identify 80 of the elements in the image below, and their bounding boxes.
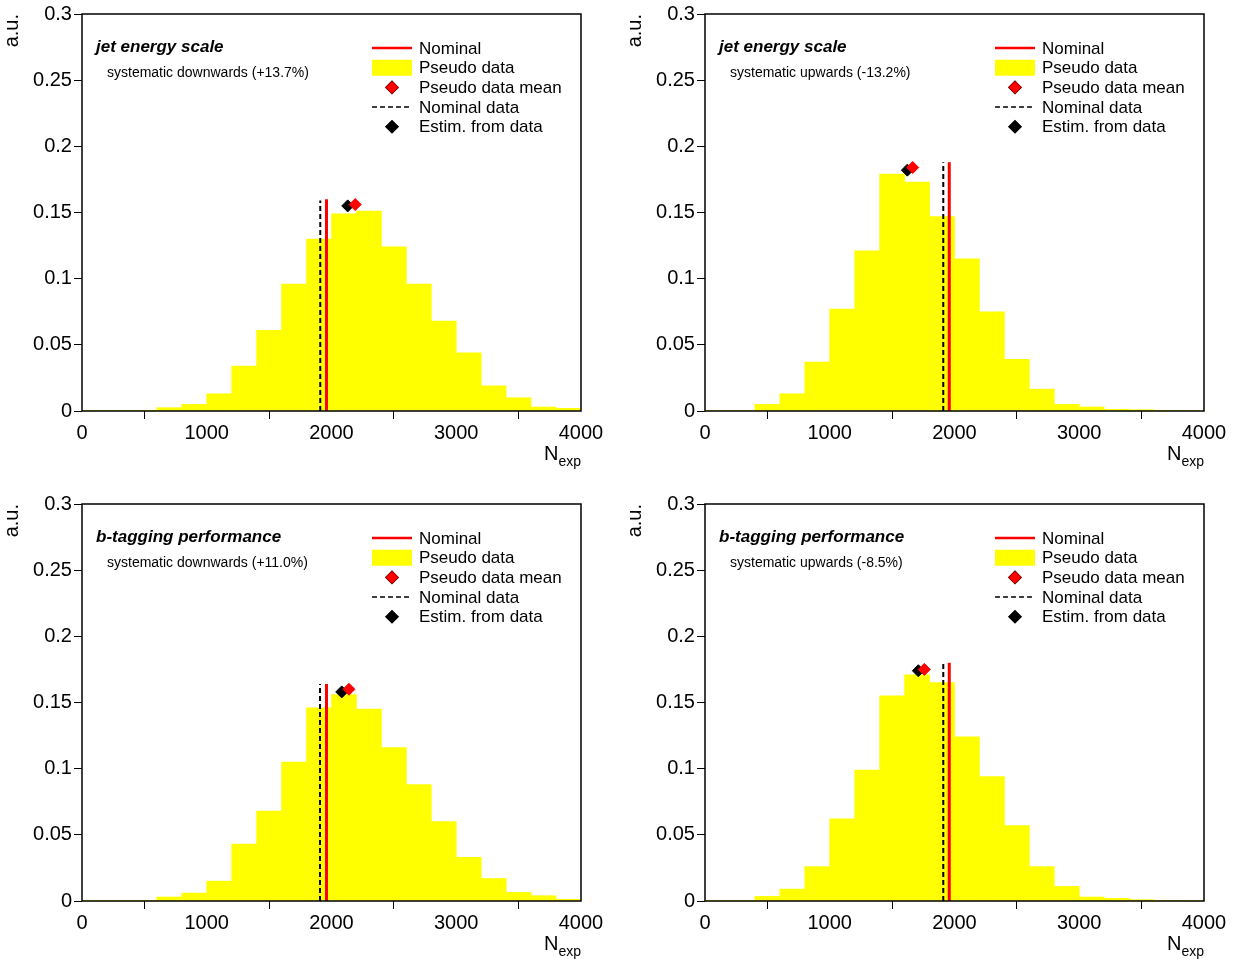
- legend-label: Pseudo data mean: [419, 568, 562, 588]
- x-tick-label: 3000: [1057, 420, 1102, 443]
- legend-label: Estim. from data: [419, 117, 544, 137]
- x-tick-label: 2000: [309, 910, 354, 933]
- legend-label: Pseudo data mean: [1042, 78, 1185, 98]
- y-tick-label: 0.2: [44, 623, 72, 646]
- text: systematic upwards (-8.5%): [730, 554, 903, 570]
- legend-label: Estim. from data: [1042, 117, 1167, 137]
- x-tick-label: 4000: [558, 420, 604, 443]
- y-tick-label: 0.05: [33, 822, 72, 845]
- x-tick-label: 0: [76, 910, 88, 933]
- legend-label: Nominal: [419, 38, 482, 58]
- x-tick-label: 2000: [932, 420, 977, 443]
- y-tick-label: 0.1: [44, 266, 72, 289]
- y-tick-label: 0.25: [33, 557, 72, 580]
- x-tick-label: 0: [699, 420, 711, 443]
- y-axis-title: a.u.: [0, 504, 22, 538]
- x-tick-label: 4000: [1181, 420, 1227, 443]
- x-tick-label: 0: [699, 910, 711, 933]
- legend-label: Nominal data: [1042, 97, 1143, 117]
- y-tick-label: 0.05: [656, 822, 695, 845]
- x-tick-label: 3000: [434, 910, 479, 933]
- y-tick-label: 0: [683, 398, 695, 421]
- legend-label: Pseudo data: [419, 58, 516, 78]
- y-tick-label: 0.15: [33, 200, 72, 223]
- y-tick-label: 0.2: [44, 133, 72, 156]
- x-tick-label: 3000: [1057, 910, 1102, 933]
- y-tick-label: 0.15: [656, 200, 695, 223]
- x-tick-label: 2000: [309, 420, 354, 443]
- legend-label: Nominal data: [419, 587, 520, 607]
- legend-label: Nominal: [1042, 528, 1105, 548]
- x-tick-label: 1000: [807, 420, 852, 443]
- legend-label: Nominal: [419, 528, 482, 548]
- y-tick-label: 0.2: [667, 623, 695, 646]
- x-tick-label: 3000: [434, 420, 479, 443]
- y-tick-label: 0.05: [33, 332, 72, 355]
- x-tick-label: 1000: [807, 910, 852, 933]
- legend-label: Nominal data: [1042, 587, 1143, 607]
- x-tick-label: 0: [76, 420, 88, 443]
- y-tick-label: 0.3: [44, 491, 72, 514]
- x-tick-label: 1000: [184, 910, 229, 933]
- legend-label: Pseudo data: [419, 548, 516, 568]
- y-tick-label: 0: [60, 888, 72, 911]
- text: jet energy scale: [94, 37, 224, 56]
- y-tick-label: 0.05: [656, 332, 695, 355]
- text: systematic upwards (-13.2%): [730, 64, 911, 80]
- text: b-tagging performance: [719, 527, 905, 546]
- y-tick-label: 0: [683, 888, 695, 911]
- x-tick-label: 2000: [932, 910, 977, 933]
- y-tick-label: 0.3: [44, 1, 72, 24]
- text: jet energy scale: [717, 37, 847, 56]
- text: systematic downwards (+13.7%): [107, 64, 309, 80]
- y-axis-title: a.u.: [622, 14, 645, 48]
- legend-label: Nominal: [1042, 38, 1105, 58]
- y-tick-label: 0.3: [667, 491, 695, 514]
- y-axis-title: a.u.: [0, 14, 22, 48]
- y-tick-label: 0.15: [656, 690, 695, 713]
- y-tick-label: 0.25: [33, 67, 72, 90]
- legend-label: Nominal data: [419, 97, 520, 117]
- y-tick-label: 0.25: [656, 557, 695, 580]
- y-tick-label: 0.1: [667, 756, 695, 779]
- text: systematic downwards (+11.0%): [107, 554, 308, 570]
- legend-label: Pseudo data: [1042, 548, 1139, 568]
- y-axis-title: a.u.: [622, 504, 645, 538]
- legend-label: Estim. from data: [419, 607, 544, 627]
- y-tick-label: 0.2: [667, 133, 695, 156]
- text: b-tagging performance: [96, 527, 282, 546]
- y-tick-label: 0: [60, 398, 72, 421]
- x-tick-label: 4000: [1181, 910, 1227, 933]
- y-tick-label: 0.3: [667, 1, 695, 24]
- legend-label: Pseudo data mean: [419, 78, 562, 98]
- x-tick-label: 4000: [558, 910, 604, 933]
- x-tick-label: 1000: [184, 420, 229, 443]
- y-tick-label: 0.15: [33, 690, 72, 713]
- legend-label: Estim. from data: [1042, 607, 1167, 627]
- y-tick-label: 0.1: [44, 756, 72, 779]
- legend-label: Pseudo data mean: [1042, 568, 1185, 588]
- legend-label: Pseudo data: [1042, 58, 1139, 78]
- y-tick-label: 0.25: [656, 67, 695, 90]
- y-tick-label: 0.1: [667, 266, 695, 289]
